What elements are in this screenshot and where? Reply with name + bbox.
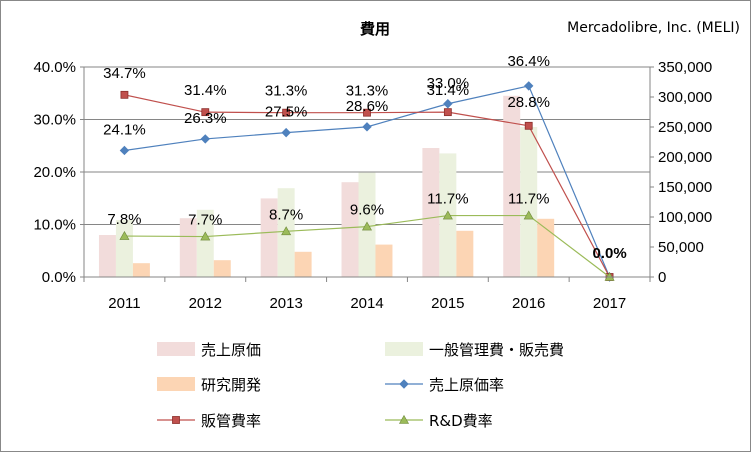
data-label: 26.3% bbox=[184, 110, 227, 127]
x-tick-label: 2011 bbox=[108, 295, 140, 312]
legend-entry: R&D費率 bbox=[385, 412, 493, 430]
line-point bbox=[523, 210, 534, 220]
y-right-tick-label: 50,000 bbox=[658, 239, 704, 256]
legend-entry: 売上原価率 bbox=[385, 376, 504, 394]
line-point bbox=[119, 230, 130, 240]
line-point bbox=[524, 81, 534, 91]
bar bbox=[132, 263, 150, 277]
bar bbox=[503, 95, 521, 277]
data-label: 9.6% bbox=[350, 202, 384, 219]
x-tick-label: 2012 bbox=[189, 295, 222, 312]
line-point bbox=[398, 414, 410, 424]
legend-label: 売上原価 bbox=[201, 341, 261, 359]
legend-label: 販管費率 bbox=[201, 412, 261, 430]
line-point bbox=[443, 108, 452, 117]
line-point bbox=[362, 122, 372, 132]
line-series-layer bbox=[119, 81, 615, 282]
y-left-tick-label: 40.0% bbox=[33, 59, 76, 76]
bar bbox=[341, 182, 359, 277]
bar bbox=[422, 148, 440, 277]
y-right-tick-label: 200,000 bbox=[658, 149, 712, 166]
y-left-tick-label: 20.0% bbox=[33, 164, 76, 181]
bar bbox=[260, 198, 278, 277]
x-tick-label: 2017 bbox=[593, 295, 626, 312]
bar bbox=[456, 230, 474, 277]
data-label: 28.8% bbox=[507, 94, 550, 111]
line-point bbox=[119, 145, 130, 156]
line-point bbox=[282, 108, 291, 117]
x-tick-label: 2016 bbox=[512, 295, 545, 312]
data-label: 36.4% bbox=[507, 53, 550, 70]
data-label: 8.7% bbox=[269, 206, 303, 223]
y-right-tick-label: 250,000 bbox=[658, 119, 712, 136]
bar bbox=[179, 218, 197, 277]
y-right-tick-label: 300,000 bbox=[658, 89, 712, 106]
y-right-tick-label: 150,000 bbox=[658, 179, 712, 196]
legend-label: R&D費率 bbox=[429, 412, 493, 430]
line-point bbox=[200, 231, 211, 241]
bar bbox=[213, 260, 231, 277]
data-label: 11.7% bbox=[508, 191, 549, 208]
data-label: 34.7% bbox=[103, 65, 146, 82]
x-tick-label: 2013 bbox=[269, 295, 302, 312]
data-label: 7.8% bbox=[107, 211, 141, 228]
line-point bbox=[200, 134, 210, 144]
legend-label: 研究開発 bbox=[201, 376, 261, 394]
bar bbox=[375, 244, 393, 277]
data-label: 27.5% bbox=[265, 104, 308, 121]
line-point bbox=[281, 226, 292, 236]
data-label: 24.1% bbox=[103, 121, 146, 138]
bar bbox=[294, 251, 312, 277]
line-point bbox=[524, 121, 533, 130]
bar bbox=[520, 127, 538, 277]
legend-swatch bbox=[157, 342, 195, 356]
legend-entry: 販管費率 bbox=[157, 412, 261, 430]
y-right-tick-label: 0 bbox=[658, 269, 666, 286]
line-point bbox=[201, 108, 210, 117]
y-left-tick-label: 10.0% bbox=[33, 217, 76, 234]
line-point bbox=[361, 221, 373, 231]
line-point bbox=[363, 108, 371, 117]
data-label: 31.3% bbox=[265, 83, 308, 100]
bar bbox=[115, 220, 133, 277]
x-tick-label: 2015 bbox=[431, 295, 464, 312]
bar bbox=[537, 218, 555, 277]
legend-entry: 売上原価 bbox=[157, 341, 261, 359]
line-point bbox=[281, 127, 291, 138]
legend-swatch bbox=[385, 342, 423, 356]
data-label: 28.6% bbox=[346, 98, 389, 115]
line-point bbox=[120, 90, 129, 99]
data-label: 31.4% bbox=[427, 82, 470, 99]
bar bbox=[196, 209, 214, 277]
data-label: 11.7% bbox=[427, 191, 468, 208]
legend-entry: 一般管理費・販売費 bbox=[385, 341, 564, 359]
legend-entry: 研究開発 bbox=[157, 376, 261, 394]
line-point bbox=[399, 379, 409, 389]
x-tick-label: 2014 bbox=[350, 295, 383, 312]
data-label: 7.7% bbox=[188, 212, 222, 229]
line-point bbox=[442, 210, 453, 220]
legend-label: 売上原価率 bbox=[429, 376, 504, 394]
data-labels: 24.1% 26.3% 27.5% 28.6% 33.0% 36.4% 0.0% 34.7% 3… bbox=[103, 53, 627, 262]
axes: 0.0% 10.0% 20.0% 30.0% 40.0% 0 50,000 100,000 15… bbox=[33, 59, 712, 312]
legend-label: 一般管理費・販売費 bbox=[429, 341, 564, 359]
y-left-tick-label: 30.0% bbox=[33, 112, 76, 129]
y-right-tick-label: 100,000 bbox=[658, 209, 712, 226]
line-point bbox=[172, 416, 180, 424]
chart-subtitle: Mercadolibre, Inc. (MELI) bbox=[567, 20, 740, 36]
data-label: 0.0% bbox=[592, 245, 626, 262]
y-right-tick-label: 350,000 bbox=[658, 59, 712, 76]
y-left-tick-label: 0.0% bbox=[42, 269, 76, 286]
bar bbox=[98, 235, 116, 277]
data-label: 31.4% bbox=[184, 82, 227, 99]
line-point bbox=[443, 99, 453, 109]
chart-title: 費用 bbox=[360, 20, 390, 38]
data-label: 33.0% bbox=[427, 75, 470, 92]
data-label: 31.3% bbox=[346, 83, 389, 100]
legend-swatch bbox=[157, 377, 195, 391]
